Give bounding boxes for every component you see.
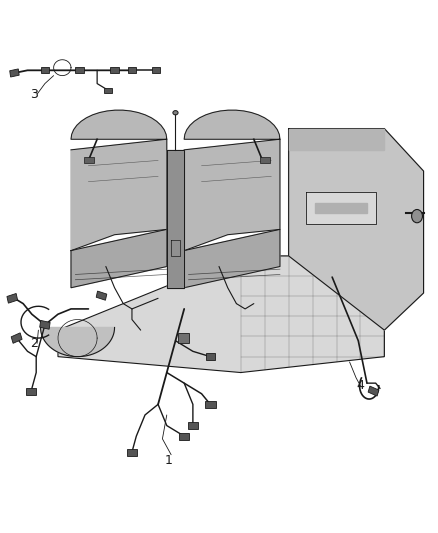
Bar [127,67,136,74]
Text: 1: 1 [165,454,173,466]
Polygon shape [184,229,280,288]
Bar [110,67,119,74]
Polygon shape [167,150,184,288]
Ellipse shape [412,209,423,223]
Polygon shape [71,110,167,251]
Bar [260,157,270,163]
Bar [368,386,379,396]
Bar [75,67,84,74]
Text: 3: 3 [30,87,38,101]
Bar [7,294,18,303]
Polygon shape [315,203,367,214]
Bar [10,69,19,77]
Polygon shape [184,110,280,251]
Bar [152,67,160,74]
Polygon shape [58,256,385,373]
Polygon shape [289,128,385,150]
Bar [41,67,49,74]
Polygon shape [41,327,115,357]
Bar [205,353,215,360]
Ellipse shape [173,111,178,115]
Bar [205,401,215,408]
Bar [187,422,198,429]
Bar [179,433,189,440]
Text: 2: 2 [30,337,38,350]
Bar [96,291,107,300]
Polygon shape [306,192,376,224]
Bar [26,387,36,394]
Bar [104,88,112,93]
Bar [40,320,50,329]
Bar [127,449,137,456]
Polygon shape [289,128,424,330]
Bar [11,333,22,343]
Polygon shape [71,229,167,288]
Bar [178,333,188,343]
Text: 4: 4 [357,379,364,392]
Bar [84,157,94,163]
